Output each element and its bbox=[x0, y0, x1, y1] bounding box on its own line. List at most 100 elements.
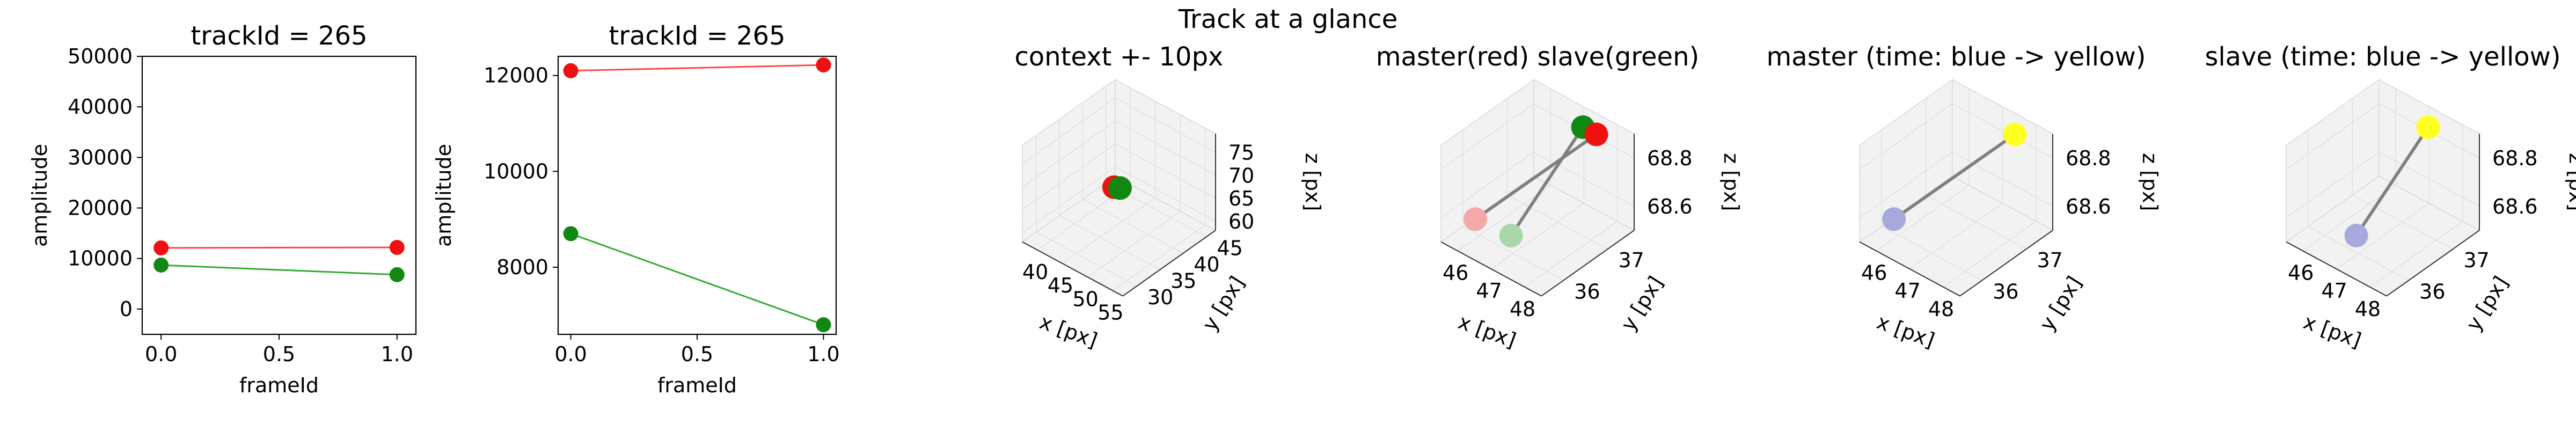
z-tick-label: 68.8 bbox=[2492, 147, 2538, 170]
series-line-red bbox=[570, 64, 824, 72]
y-axis-line bbox=[1541, 230, 1635, 297]
series-line-red bbox=[161, 246, 397, 249]
x-axis-label: frameId bbox=[657, 374, 737, 397]
scatter3d-chart-1: context +- 10px404550553035404560657075x… bbox=[1015, 42, 1324, 353]
x-tick-label: 45 bbox=[1048, 274, 1073, 297]
x-tick-label: 47 bbox=[1476, 279, 1502, 303]
z-tick-label: 60 bbox=[1228, 210, 1254, 233]
track-line bbox=[1510, 126, 1585, 237]
y-tick-label: 12000 bbox=[484, 64, 548, 87]
grid-line bbox=[1462, 129, 1564, 281]
y-axis-line bbox=[2386, 230, 2480, 297]
track-line bbox=[1474, 133, 1598, 221]
data-point-yellow bbox=[2416, 115, 2440, 139]
grid-line bbox=[1059, 119, 1160, 270]
x-tick-label: 1.0 bbox=[807, 342, 839, 366]
grid-line bbox=[1909, 106, 2003, 269]
x-tick-label: 0.5 bbox=[681, 342, 713, 366]
z-tick-label: 68.8 bbox=[1647, 147, 1693, 170]
y-tick-label: 10000 bbox=[484, 159, 548, 183]
grid-line bbox=[1881, 129, 1982, 281]
series-line-green bbox=[161, 264, 397, 276]
plot-frame bbox=[557, 55, 837, 335]
x-tick-label: 48 bbox=[1510, 297, 1535, 321]
x-tick-label: 1.0 bbox=[381, 342, 413, 366]
y-tick-label: 10000 bbox=[68, 247, 133, 270]
data-point-green bbox=[153, 257, 169, 273]
scatter3d-chart-4: slave (time: blue -> yellow) 46 47 48 36 37 68… bbox=[2205, 42, 2576, 353]
y-axis-label: y [px] bbox=[1198, 272, 1249, 335]
z-tick-label: 68.6 bbox=[2066, 195, 2111, 218]
x-tick-label: 46 bbox=[1861, 261, 1887, 285]
grid-line bbox=[1022, 97, 1216, 164]
x-tick-label: 55 bbox=[1097, 301, 1123, 325]
grid-line bbox=[2302, 89, 2396, 252]
grid-line bbox=[1113, 128, 1206, 291]
grid-line bbox=[1022, 143, 1216, 210]
data-point-yellow bbox=[2003, 122, 2027, 147]
y-tick-label: 8000 bbox=[496, 255, 548, 279]
data-point-green bbox=[563, 226, 579, 241]
grid-line bbox=[1087, 114, 1181, 277]
data-point-green bbox=[1108, 176, 1132, 200]
y-axis-label: amplitude bbox=[28, 144, 52, 247]
z-axis-label: z [px] bbox=[2138, 153, 2162, 211]
grid-line bbox=[1876, 89, 1970, 252]
grid-line bbox=[1524, 125, 1618, 288]
grid-line bbox=[1082, 102, 1183, 254]
grid-line bbox=[1036, 135, 1137, 287]
y-tick-label: 45 bbox=[1217, 236, 1243, 260]
x-tick-label: 40 bbox=[1022, 260, 1048, 284]
z-tick-label: 68.6 bbox=[1647, 195, 1693, 218]
figure-suptitle: Track at a glance bbox=[1178, 4, 1398, 34]
grid-line bbox=[2286, 103, 2480, 170]
y-tick-label: 30 bbox=[1147, 285, 1173, 309]
x-tick-label: 47 bbox=[1894, 279, 1920, 303]
y-axis-line bbox=[1959, 230, 2053, 297]
y-axis-label: y [px] bbox=[1616, 272, 1668, 335]
grid-line bbox=[2308, 129, 2409, 281]
y-axis-label: y [px] bbox=[2462, 272, 2513, 335]
line-chart-2: trackId = 265 0.0 0.5 1.0 8000 10000 12000 fram… bbox=[432, 21, 840, 397]
z-tick-label: 70 bbox=[1228, 164, 1254, 187]
x-tick-label: 50 bbox=[1073, 287, 1099, 311]
x-tick-label: 0.5 bbox=[263, 342, 295, 366]
data-point-green bbox=[389, 267, 405, 282]
scatter3d-chart-2: master(red) slave(green) 46 47 48 36 37 68.6 68… bbox=[1376, 42, 1743, 353]
grid-line bbox=[1022, 120, 1216, 187]
side-pane bbox=[1022, 78, 1116, 243]
y-axis-line bbox=[1122, 230, 1216, 297]
y-tick-label: 0 bbox=[120, 297, 133, 321]
data-point-lavender bbox=[1882, 207, 1906, 231]
chart-title: trackId = 265 bbox=[191, 21, 367, 51]
x-axis-line bbox=[1859, 241, 1960, 297]
x-axis-label: x [px] bbox=[1036, 310, 1100, 352]
chart-title: trackId = 265 bbox=[609, 21, 785, 51]
data-point-red bbox=[153, 240, 169, 255]
grid-line bbox=[1859, 151, 2053, 218]
track-line bbox=[1893, 133, 2016, 221]
y-tick-label: 37 bbox=[1618, 248, 1644, 272]
z-axis-label: z [px] bbox=[1719, 153, 1743, 211]
grid-line bbox=[1457, 89, 1551, 252]
x-tick-label: 48 bbox=[2355, 297, 2381, 321]
y-tick-label: 50000 bbox=[68, 45, 133, 68]
y-tick-label: 35 bbox=[1170, 269, 1196, 293]
scatter3d-chart-3: master (time: blue -> yellow) 46 47 48 36 37 6… bbox=[1767, 42, 2162, 353]
y-tick-label: 20000 bbox=[68, 196, 133, 220]
x-tick-label: 46 bbox=[1443, 261, 1468, 285]
x-tick-label: 47 bbox=[2321, 279, 2347, 303]
z-tick-label: 68.8 bbox=[2066, 147, 2111, 170]
grid-line bbox=[2369, 125, 2463, 288]
y-tick-label: 36 bbox=[1993, 280, 2018, 303]
data-point-green bbox=[816, 317, 831, 333]
chart-title: master(red) slave(green) bbox=[1376, 42, 1699, 72]
y-tick-label: 37 bbox=[2037, 248, 2062, 272]
charts: trackId = 265 0.0 0.5 1.0 0 10000 20000 30000 40… bbox=[28, 21, 2576, 397]
x-tick-label: 48 bbox=[1928, 297, 1954, 321]
grid-line bbox=[2352, 98, 2453, 250]
z-axis-label: z [px] bbox=[1301, 153, 1324, 211]
z-tick-label: 68.6 bbox=[2492, 195, 2538, 218]
grid-line bbox=[1022, 166, 1216, 233]
